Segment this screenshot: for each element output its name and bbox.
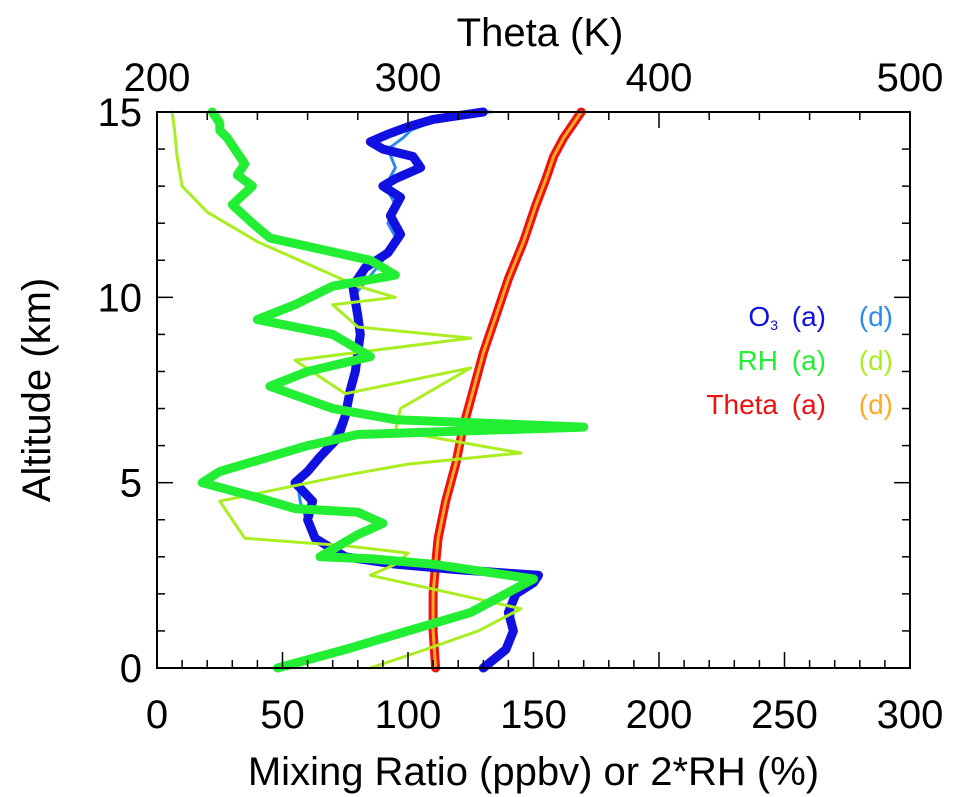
legend-a-label: (a) bbox=[792, 345, 826, 376]
x-tick-label: 150 bbox=[500, 693, 567, 737]
x2-tick-label: 500 bbox=[877, 56, 944, 100]
x2-tick-label: 300 bbox=[375, 56, 442, 100]
top-axis-title: Theta (K) bbox=[457, 11, 624, 55]
legend-d-label: (d) bbox=[859, 389, 893, 420]
y-tick-label: 10 bbox=[98, 276, 143, 320]
y-tick-label: 5 bbox=[120, 462, 142, 506]
tick-labels: 0 50 100 150 200 250 300 200 300 400 500 0 5 10 15 bbox=[98, 56, 944, 737]
y-tick-label: 0 bbox=[120, 647, 142, 691]
x-tick-label: 100 bbox=[375, 693, 442, 737]
series-layer bbox=[170, 107, 589, 673]
x2-tick-label: 200 bbox=[124, 56, 191, 100]
y-axis-title: Altitude (km) bbox=[15, 278, 59, 503]
legend-d-label: (d) bbox=[859, 345, 893, 376]
legend-series-name: RH bbox=[738, 345, 778, 376]
x-tick-label: 0 bbox=[146, 693, 168, 737]
x-tick-label: 250 bbox=[751, 693, 818, 737]
y-tick-label: 15 bbox=[98, 91, 143, 135]
legend-subscript: 3 bbox=[770, 317, 778, 333]
tick-marks bbox=[156, 111, 911, 669]
legend-a-label: (a) bbox=[792, 301, 826, 332]
legend-a-label: (a) bbox=[792, 389, 826, 420]
series-line-rh-a bbox=[197, 107, 589, 673]
legend-series-name: Theta bbox=[706, 389, 778, 420]
x-tick-label: 50 bbox=[260, 693, 305, 737]
x-axis-title: Mixing Ratio (ppbv) or 2*RH (%) bbox=[248, 750, 819, 794]
x-tick-label: 300 bbox=[877, 693, 944, 737]
legend-d-label: (d) bbox=[859, 301, 893, 332]
x2-tick-label: 400 bbox=[626, 56, 693, 100]
x-tick-label: 200 bbox=[626, 693, 693, 737]
